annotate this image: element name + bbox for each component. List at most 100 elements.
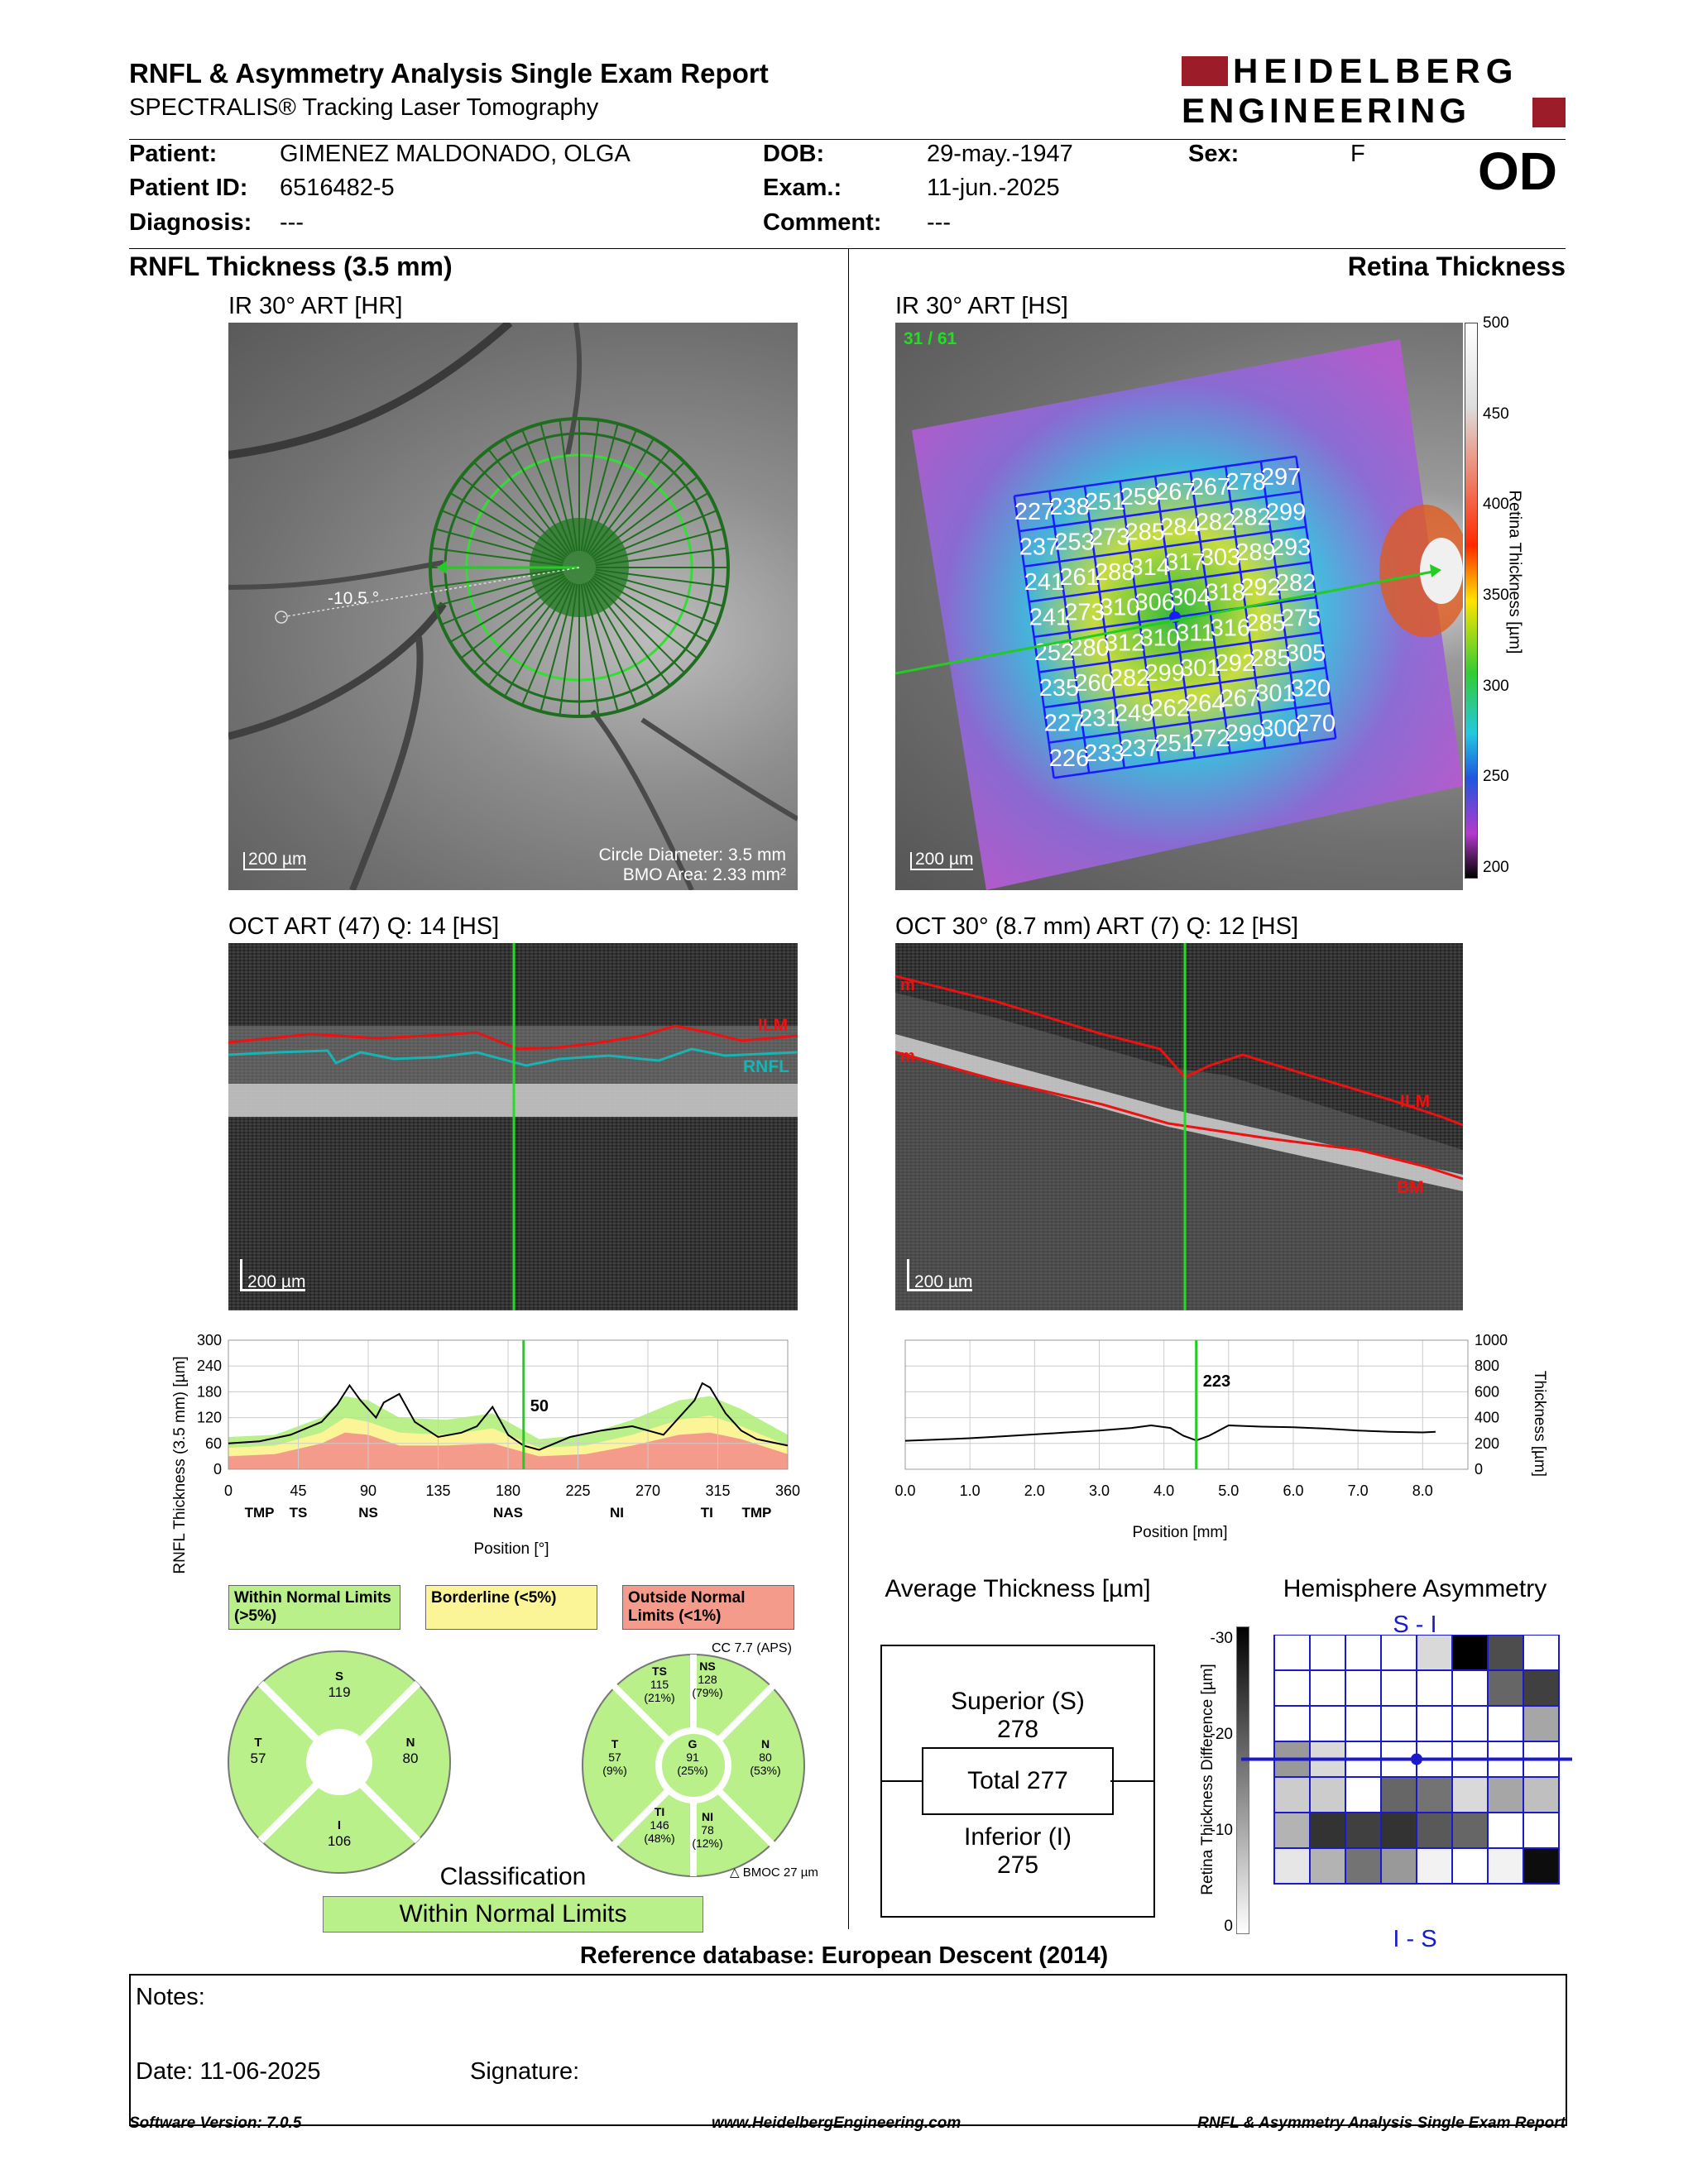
grid-value: 273: [1090, 524, 1129, 551]
reference-database: Reference database: European Descent (20…: [579, 1942, 1109, 1969]
ir-spoke: [449, 575, 566, 643]
asym-cell: [1345, 1669, 1382, 1707]
asym-cell: [1523, 1776, 1560, 1813]
retina-profile-chart: 1000 800 600 400 200 0 0.0 1.0 2.0 3.0 4.0 5.0 6.0 7.…: [894, 1332, 1508, 1499]
asym-cell: [1273, 1812, 1311, 1849]
ir-tick: [677, 462, 685, 470]
ir-spoke: [583, 583, 619, 712]
colorbar-ticks: 500 450 400 350 300 250 200: [1483, 314, 1532, 877]
grid-value: 272: [1190, 726, 1230, 752]
center-divider: [848, 248, 849, 1929]
grid-value: 282: [1110, 665, 1149, 692]
cursor-value: 223: [1203, 1372, 1230, 1391]
grid-value: 285: [1125, 520, 1165, 546]
grid-value: 301: [1255, 680, 1295, 706]
asym-tick: -10: [1210, 1822, 1233, 1839]
ir-tick: [441, 510, 452, 515]
x-tick-label: 45: [290, 1482, 306, 1499]
x-tick-label: 3.0: [1089, 1482, 1110, 1499]
date-label: Date: 11-06-2025: [136, 2058, 321, 2085]
notes-label: Notes:: [136, 1984, 205, 2010]
ir-tick: [434, 602, 445, 607]
s6-TI-label: TI: [654, 1805, 665, 1818]
sector-label: TI: [701, 1505, 713, 1521]
s6-NI-value: 78: [701, 1823, 714, 1837]
left-oct-image: ILM RNFL 200 µm: [228, 943, 798, 1310]
y-tick-label: 240: [197, 1358, 222, 1374]
eye-label: OD: [1478, 141, 1557, 201]
grid-value: 264: [1185, 690, 1225, 716]
report-subtitle: SPECTRALIS® Tracking Laser Tomography: [129, 94, 599, 121]
ir-spoke: [473, 462, 568, 557]
asym-cell: [1487, 1669, 1524, 1707]
s6-NI-pct: (12%): [692, 1837, 723, 1850]
ir-spoke: [441, 572, 564, 625]
grid-line: [1295, 456, 1337, 739]
right-oct-title: OCT 30° (8.7 mm) ART (7) Q: 12 [HS]: [895, 913, 1299, 940]
cc-label: CC 7.7 (APS): [712, 1641, 792, 1655]
x-tick-label: 0: [224, 1482, 233, 1499]
s6-TI-pct: (48%): [644, 1832, 675, 1845]
patient-divider: [129, 248, 1566, 249]
grid-value: 278: [1225, 469, 1265, 496]
y-tick-label: 300: [197, 1332, 222, 1348]
asym-cell: [1380, 1669, 1417, 1707]
asym-cell: [1309, 1705, 1346, 1742]
x-tick-label: 135: [425, 1482, 450, 1499]
logo-text-2: ENGINEERING: [1182, 91, 1471, 130]
superior-label: Superior (S): [951, 1688, 1085, 1715]
grid-value: 299: [1225, 721, 1265, 747]
s6-TS-label: TS: [652, 1664, 667, 1678]
s6-NS-value: 128: [698, 1673, 717, 1686]
grid-value: 293: [1271, 534, 1311, 561]
s4-N-value: 80: [402, 1751, 419, 1766]
total-connector-right: [1110, 1780, 1155, 1782]
grid-line: [1053, 737, 1336, 779]
circle-diameter-label: Circle Diameter: 3.5 mm: [598, 845, 786, 864]
right-ir-scale: 200 µm: [910, 850, 974, 870]
grid-value: 288: [1095, 559, 1134, 586]
y-tick-label: 400: [1475, 1410, 1499, 1426]
grid-value: 289: [1235, 539, 1275, 566]
rnfl-chart-ylabel: RNFL Thickness (3.5 mm) [µm]: [171, 1356, 189, 1574]
asym-cell: [1451, 1847, 1489, 1885]
heidelberg-logo: HEIDELBERG ENGINEERING: [1182, 53, 1566, 131]
right-ilm-label: ILM: [1400, 1092, 1431, 1111]
grid-value: 300: [1260, 716, 1300, 742]
series-line: [904, 1424, 1436, 1442]
grid-value: 292: [1240, 575, 1280, 601]
y-tick-label: 1000: [1475, 1332, 1508, 1348]
ir-tick: [677, 665, 685, 673]
asym-cell: [1523, 1705, 1560, 1742]
s6-N-value: 80: [759, 1751, 772, 1764]
grid-value: 273: [1064, 600, 1104, 626]
x-tick-label: 4.0: [1153, 1482, 1174, 1499]
sector-circle-4: [228, 1650, 451, 1874]
ir-tick: [521, 429, 527, 440]
bmoc-label: △ BMOC 27 µm: [730, 1865, 818, 1880]
ir-tick: [431, 547, 442, 551]
footer-url[interactable]: www.HeidelbergEngineering.com: [712, 2115, 961, 2132]
grid-value: 233: [1084, 740, 1124, 767]
legend-outside: Outside Normal Limits (<1%): [622, 1585, 794, 1630]
grid-value: 260: [1074, 670, 1114, 697]
sector-circle-6: [582, 1654, 805, 1877]
x-tick-label: 2.0: [1024, 1482, 1045, 1499]
ir-spoke: [460, 577, 567, 659]
grid-value: 251: [1085, 489, 1125, 515]
ir-spoke: [592, 476, 698, 558]
grid-value: 301: [1180, 655, 1220, 682]
asym-cell: [1309, 1776, 1346, 1813]
x-tick-label: 90: [360, 1482, 376, 1499]
asym-cell: [1451, 1776, 1489, 1813]
asym-tick: -30: [1210, 1630, 1233, 1647]
s4-I-value: 106: [327, 1833, 352, 1849]
colorbar-tick: 350: [1483, 587, 1509, 604]
cursor-value: 50: [530, 1397, 549, 1415]
asym-cell: [1380, 1776, 1417, 1813]
sector-label: NS: [358, 1505, 378, 1521]
grid-line: [1013, 496, 1055, 778]
diagnosis-label: Diagnosis:: [129, 209, 252, 236]
ir-spoke: [588, 580, 671, 687]
asym-bottom-label: I - S: [1393, 1926, 1437, 1952]
